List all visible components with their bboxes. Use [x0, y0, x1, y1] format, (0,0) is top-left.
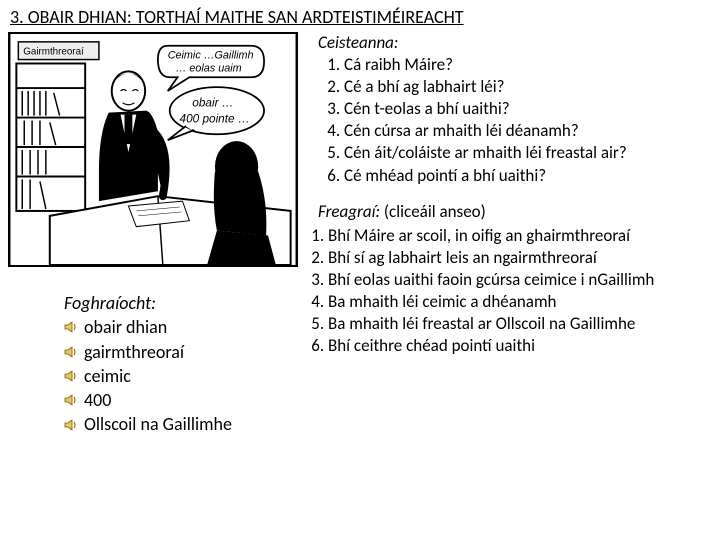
speaker-icon — [64, 345, 78, 359]
questions-block: Ceisteanna: Cá raibh Máire? Cé a bhí ag … — [318, 32, 712, 187]
question-item: Cé mhéad pointí a bhí uaithi? — [344, 165, 712, 187]
foghra-label: 400 — [84, 388, 111, 412]
svg-text:Ceimic …Gaillimh: Ceimic …Gaillimh — [168, 50, 254, 62]
answers-hint[interactable]: (cliceáil anseo) — [384, 201, 486, 222]
answers-title-row: Freagraí: (cliceáil anseo) — [318, 201, 712, 223]
answer-item: Ba mhaith léi ceimic a dhéanamh — [328, 291, 712, 313]
question-item: Cén t-eolas a bhí uaithi? — [344, 98, 712, 120]
answers-title: Freagraí: — [318, 201, 380, 222]
foghra-item[interactable]: Ollscoil na Gaillimhe — [64, 412, 308, 436]
question-item: Cén cúrsa ar mhaith léi déanamh? — [344, 120, 712, 142]
answer-item: Bhí ceithre chéad pointí uaithi — [328, 335, 712, 357]
svg-text:obair …: obair … — [192, 97, 233, 110]
foghra-item[interactable]: gairmthreoraí — [64, 340, 308, 364]
question-item: Cén áit/coláiste ar mhaith léi freastal … — [344, 142, 712, 164]
right-column: Ceisteanna: Cá raibh Máire? Cé a bhí ag … — [308, 32, 712, 437]
answers-list: Bhí Máire ar scoil, in oifig an ghairmth… — [306, 225, 712, 358]
foghra-label: obair dhian — [84, 315, 167, 339]
foghra-item[interactable]: obair dhian — [64, 315, 308, 339]
question-item: Cé a bhí ag labhairt léi? — [344, 76, 712, 98]
answer-item: Bhí eolas uaithi faoin gcúrsa ceimice i … — [328, 269, 712, 291]
svg-text:… eolas uaim: … eolas uaim — [176, 62, 242, 74]
comic-label: Gairmthreoraí — [23, 47, 84, 58]
questions-title: Ceisteanna: — [318, 32, 712, 54]
main-content: Gairmthreoraí — [0, 32, 720, 437]
foghraiocht-title: Foghraíocht: — [64, 291, 308, 315]
speaker-icon — [64, 418, 78, 432]
comic-panel: Gairmthreoraí — [8, 32, 298, 267]
left-column: Gairmthreoraí — [8, 32, 308, 437]
foghra-label: gairmthreoraí — [84, 340, 184, 364]
speaker-icon — [64, 369, 78, 383]
question-item: Cá raibh Máire? — [344, 54, 712, 76]
foghraiocht-block: Foghraíocht: obair dhian gairmthreoraí c… — [8, 267, 308, 437]
answer-item: Bhí Máire ar scoil, in oifig an ghairmth… — [328, 225, 712, 247]
questions-list: Cá raibh Máire? Cé a bhí ag labhairt léi… — [318, 54, 712, 187]
speaker-icon — [64, 393, 78, 407]
foghra-item[interactable]: ceimic — [64, 364, 308, 388]
foghra-label: ceimic — [84, 364, 131, 388]
speaker-icon — [64, 320, 78, 334]
svg-text:400 pointe …: 400 pointe … — [180, 112, 250, 125]
answer-item: Ba mhaith léi freastal ar Ollscoil na Ga… — [328, 313, 712, 335]
foghra-label: Ollscoil na Gaillimhe — [84, 412, 232, 436]
page-title: 3. OBAIR DHIAN: TORTHAÍ MAITHE SAN ARDTE… — [0, 0, 720, 32]
foghra-item[interactable]: 400 — [64, 388, 308, 412]
answer-item: Bhí sí ag labhairt leis an ngairmthreora… — [328, 247, 712, 269]
